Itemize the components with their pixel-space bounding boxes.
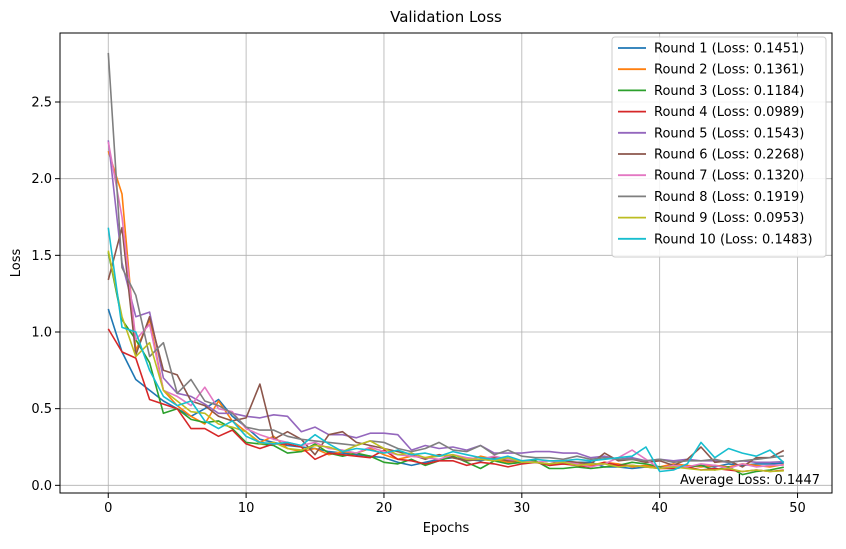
axis-ticks: 0 10 20 30 40 50 0.0 0.5 1.0 1.5 2.0 2.5 <box>31 96 805 517</box>
y-tick-label: 2.0 <box>31 172 52 187</box>
legend-label-round-3: Round 3 (Loss: 0.1184) <box>654 84 804 99</box>
legend-label-round-9: Round 9 (Loss: 0.0953) <box>654 211 804 226</box>
legend-box <box>611 36 827 258</box>
plot-frame <box>59 32 833 494</box>
legend-label-round-4: Round 4 (Loss: 0.0989) <box>654 105 804 120</box>
average-loss-annotation: Average Loss: 0.1447 <box>680 473 820 488</box>
chart-title: Validation Loss <box>390 8 502 26</box>
legend: Round 1 (Loss: 0.1451) Round 2 (Loss: 0.1… <box>611 36 827 258</box>
legend-label-round-7: Round 7 (Loss: 0.1320) <box>654 169 804 184</box>
series-line-round-10 <box>107 227 785 473</box>
x-tick-label: 30 <box>514 501 531 516</box>
legend-label-round-5: Round 5 (Loss: 0.1543) <box>654 126 804 141</box>
y-axis-label: Loss <box>9 249 24 278</box>
x-tick-label: 50 <box>789 501 806 516</box>
x-tick-label: 10 <box>238 501 255 516</box>
legend-label-round-8: Round 8 (Loss: 0.1919) <box>654 190 804 205</box>
series-line-round-8 <box>107 52 784 464</box>
legend-label-round-10: Round 10 (Loss: 0.1483) <box>654 232 813 247</box>
y-tick-label: 1.5 <box>31 249 52 264</box>
legend-label-round-6: Round 6 (Loss: 0.2268) <box>654 148 804 163</box>
y-tick-label: 1.0 <box>31 326 52 341</box>
series-line-round-7 <box>107 141 784 470</box>
x-tick-label: 0 <box>104 501 112 516</box>
series-line-round-5 <box>107 140 784 464</box>
x-tick-label: 40 <box>651 501 668 516</box>
series-lines <box>107 52 785 476</box>
x-axis-label: Epochs <box>423 521 470 536</box>
series-line-round-4 <box>107 328 784 473</box>
series-line-round-9 <box>107 250 784 473</box>
y-tick-label: 0.0 <box>31 479 52 494</box>
legend-label-round-1: Round 1 (Loss: 0.1451) <box>654 42 804 57</box>
legend-label-round-2: Round 2 (Loss: 0.1361) <box>654 63 804 78</box>
y-tick-label: 0.5 <box>31 402 52 417</box>
y-tick-label: 2.5 <box>31 96 52 111</box>
x-tick-label: 20 <box>376 501 393 516</box>
